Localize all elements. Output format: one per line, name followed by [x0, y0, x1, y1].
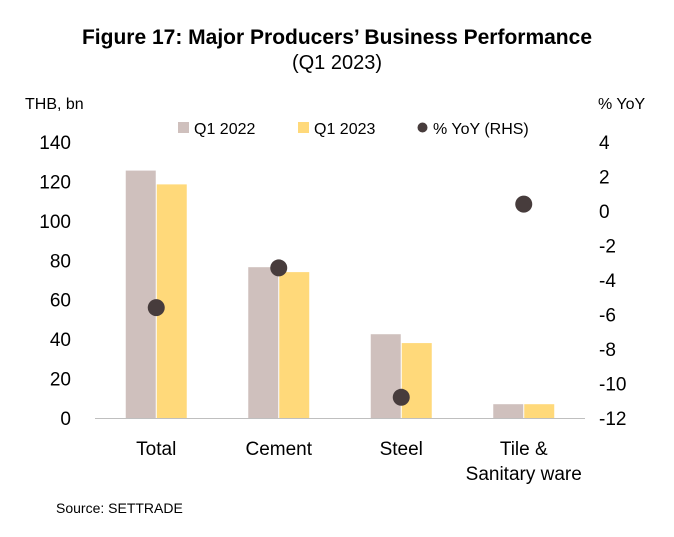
y2-tick-label: 0	[599, 202, 610, 223]
y2-tick-label: -12	[599, 409, 626, 430]
yoy-point-tile-sanitary-ware	[515, 195, 533, 213]
yoy-point-cement	[270, 259, 288, 277]
x-tick-label: Sanitary ware	[466, 464, 582, 485]
y-tick-label: 20	[50, 370, 71, 391]
chart-title: Figure 17: Major Producers’ Business Per…	[81, 26, 592, 49]
legend-label-q1-2023: Q1 2023	[314, 121, 375, 138]
y-tick-label: 120	[39, 172, 71, 193]
y2-tick-label: -6	[599, 306, 616, 327]
legend-swatch-q1-2023	[298, 122, 309, 133]
x-tick-label: Cement	[245, 439, 312, 460]
legend-label-q1-2022: Q1 2022	[194, 121, 255, 138]
left-axis-title: THB, bn	[25, 96, 84, 113]
y-tick-label: 60	[50, 291, 71, 312]
y-tick-label: 100	[39, 212, 71, 233]
bar-q1-2022-cement	[248, 267, 279, 418]
bar-q1-2023-tile-sanitary-ware	[524, 404, 555, 418]
x-tick-label: Steel	[380, 439, 423, 460]
y2-tick-label: -4	[599, 271, 616, 292]
bar-q1-2022-steel	[370, 334, 401, 418]
bar-q1-2023-cement	[279, 272, 310, 418]
right-axis-title: % YoY	[598, 96, 646, 113]
bar-q1-2023-steel	[401, 343, 432, 418]
yoy-point-total	[147, 299, 165, 317]
y-tick-label: 140	[39, 133, 71, 154]
legend-swatch-yoy-rhs	[417, 122, 428, 133]
bar-q1-2022-tile-sanitary-ware	[493, 404, 524, 418]
legend-swatch-q1-2022	[178, 122, 189, 133]
y2-tick-label: -2	[599, 237, 616, 258]
y-tick-label: 40	[50, 330, 71, 351]
x-tick-label: Total	[136, 439, 176, 460]
chart-subtitle: (Q1 2023)	[291, 52, 383, 74]
y2-tick-label: 4	[599, 133, 610, 154]
y2-tick-label: -10	[599, 375, 626, 396]
legend-label-yoy-rhs: % YoY (RHS)	[433, 121, 529, 138]
bar-q1-2022-total	[125, 170, 156, 418]
x-tick-label: Tile &	[500, 439, 548, 460]
source-note: Source: SETTRADE	[56, 500, 183, 516]
y-tick-label: 80	[50, 251, 71, 272]
y-tick-label: 0	[60, 409, 71, 430]
y2-tick-label: 2	[599, 168, 610, 189]
y2-tick-label: -8	[599, 340, 616, 361]
yoy-point-steel	[392, 388, 410, 406]
